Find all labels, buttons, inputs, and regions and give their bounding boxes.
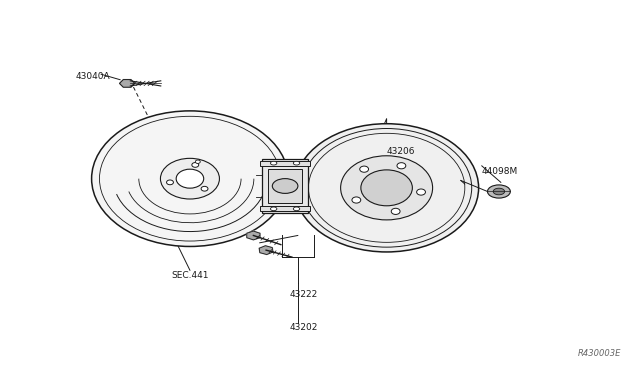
Ellipse shape [92, 111, 288, 247]
Polygon shape [120, 80, 135, 87]
Ellipse shape [493, 188, 504, 195]
Polygon shape [247, 231, 260, 240]
Ellipse shape [166, 180, 173, 185]
Ellipse shape [201, 186, 208, 191]
Text: R430003E: R430003E [578, 349, 621, 358]
Ellipse shape [340, 156, 433, 220]
Ellipse shape [161, 158, 220, 199]
Ellipse shape [397, 163, 406, 169]
Ellipse shape [272, 179, 298, 193]
Text: SEC.441: SEC.441 [171, 271, 209, 280]
Ellipse shape [176, 169, 204, 188]
Ellipse shape [293, 207, 300, 211]
Ellipse shape [293, 161, 300, 165]
Bar [262, 160, 308, 212]
Ellipse shape [271, 207, 277, 211]
Text: 43222: 43222 [290, 289, 318, 299]
Text: 44098M: 44098M [482, 167, 518, 176]
Ellipse shape [417, 189, 426, 195]
Ellipse shape [488, 185, 510, 198]
Bar [268, 169, 303, 203]
Bar [260, 206, 310, 211]
Ellipse shape [192, 163, 199, 167]
Text: 43206: 43206 [387, 147, 415, 156]
Polygon shape [259, 246, 273, 254]
Ellipse shape [391, 208, 400, 214]
Bar [260, 161, 310, 166]
Ellipse shape [294, 124, 479, 252]
Text: 43202: 43202 [290, 323, 318, 331]
Ellipse shape [271, 161, 277, 165]
Ellipse shape [361, 170, 412, 206]
Ellipse shape [360, 166, 369, 172]
Ellipse shape [195, 160, 200, 163]
Text: 43040A: 43040A [76, 71, 110, 81]
Ellipse shape [352, 197, 361, 203]
